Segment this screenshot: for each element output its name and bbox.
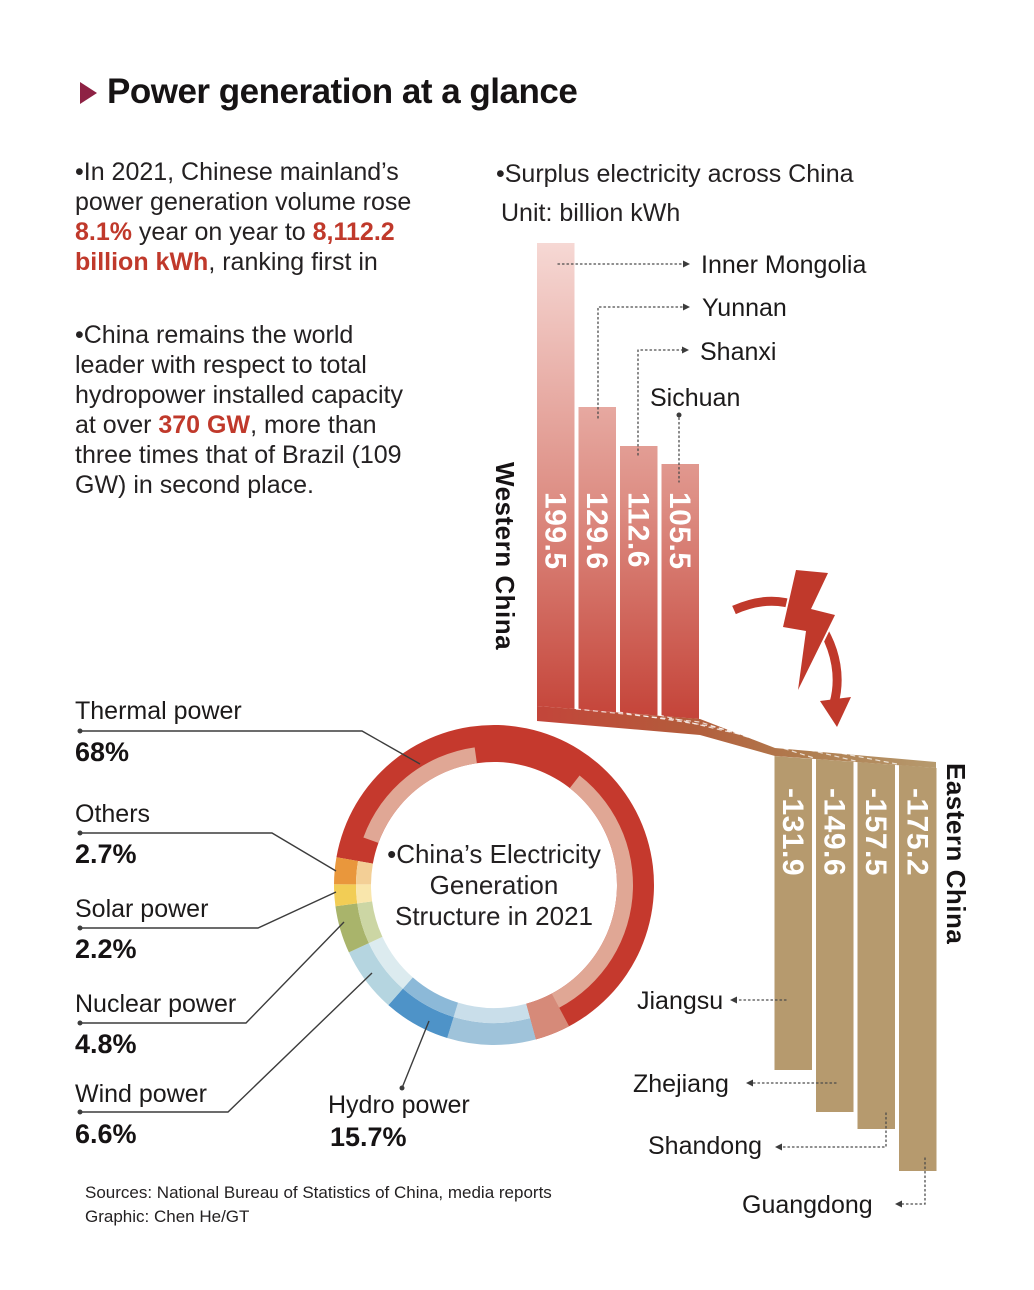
legend-nuclear-label: Nuclear power xyxy=(75,990,237,1018)
legend-thermal-label: Thermal power xyxy=(75,697,242,725)
eastern-china-label: Eastern China xyxy=(941,763,971,945)
sources-text: Sources: National Bureau of Statistics o… xyxy=(85,1181,552,1229)
lightning-bolt-icon xyxy=(781,568,837,692)
legend-hydro-label: Hydro power xyxy=(328,1091,470,1119)
credit-line: Graphic: Chen He/GT xyxy=(85,1207,250,1226)
bar-chart-title: •Surplus electricity across China xyxy=(496,160,854,188)
svg-text:-149.6: -149.6 xyxy=(817,788,850,876)
legend-thermal-pct: 68% xyxy=(75,737,130,767)
west-bars xyxy=(537,243,699,719)
label-shandong: Shandong xyxy=(648,1132,763,1160)
legend-others-label: Others xyxy=(75,800,151,828)
svg-text:199.5: 199.5 xyxy=(538,492,571,570)
label-shanxi: Shanxi xyxy=(700,338,777,366)
legend-wind-label: Wind power xyxy=(75,1080,207,1108)
transfer-funnel xyxy=(537,706,936,768)
label-sichuan: Sichuan xyxy=(650,384,741,412)
svg-text:-131.9: -131.9 xyxy=(776,788,809,876)
leader-lines xyxy=(77,260,926,1208)
donut-center-title: •China’s Electricity Generation Structure … xyxy=(387,839,601,931)
intro-paragraph-2: •China remains the world leader with resp… xyxy=(75,321,403,499)
legend-others-pct: 2.7% xyxy=(75,839,137,869)
svg-text:-157.5: -157.5 xyxy=(859,788,892,876)
intro-paragraph-1: •In 2021, Chinese mainland’s power genera… xyxy=(75,158,412,276)
east-bars xyxy=(774,756,937,1171)
svg-text:112.6: 112.6 xyxy=(621,492,654,568)
svg-text:129.6: 129.6 xyxy=(580,492,613,570)
legend-solar-pct: 2.2% xyxy=(75,934,137,964)
label-zhejiang: Zhejiang xyxy=(633,1070,729,1098)
bar-chart-unit: Unit: billion kWh xyxy=(501,199,681,227)
svg-text:105.5: 105.5 xyxy=(663,492,696,570)
label-jiangsu: Jiangsu xyxy=(637,987,724,1015)
legend-wind-pct: 6.6% xyxy=(75,1119,137,1149)
donut-chart xyxy=(334,725,654,1045)
label-yunnan: Yunnan xyxy=(702,294,787,322)
legend-solar-label: Solar power xyxy=(75,895,209,923)
title-arrow-icon xyxy=(80,82,97,104)
svg-text:-175.2: -175.2 xyxy=(900,788,933,876)
label-inner-mongolia: Inner Mongolia xyxy=(701,251,867,279)
western-china-label: Western China xyxy=(490,462,520,651)
bar-value-labels: 199.5 129.6 112.6 105.5 -131.9 -149.6 -157.5 -1… xyxy=(538,492,933,876)
sources-line: Sources: National Bureau of Statistics o… xyxy=(85,1183,552,1202)
page-title: Power generation at a glance xyxy=(107,72,578,111)
label-guangdong: Guangdong xyxy=(742,1191,873,1219)
legend-nuclear-pct: 4.8% xyxy=(75,1029,137,1059)
legend-hydro-pct: 15.7% xyxy=(330,1122,407,1152)
